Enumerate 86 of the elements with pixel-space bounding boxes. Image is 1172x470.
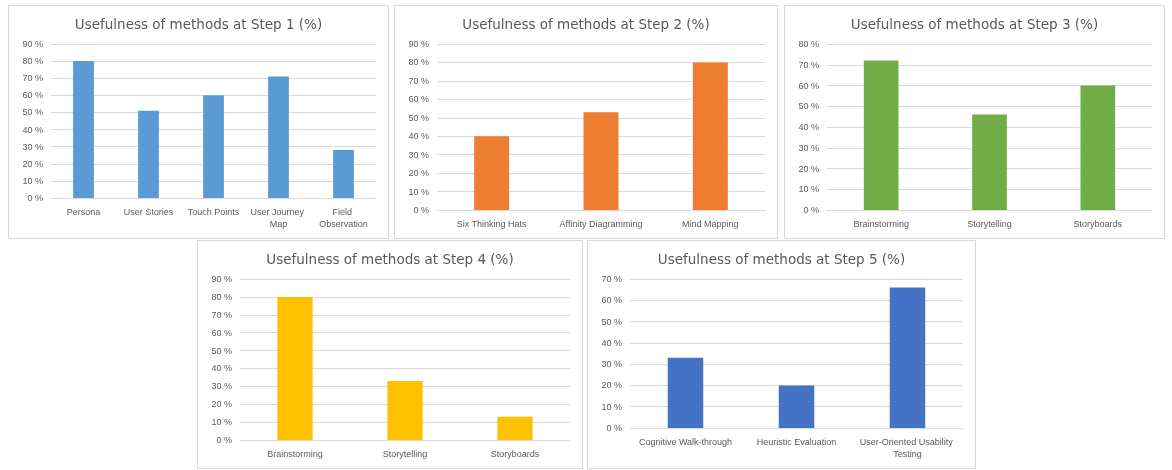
x-tick-label: Cognitive Walk-through [638, 437, 733, 447]
y-tick-label: 70 % [211, 309, 232, 320]
bar [1080, 85, 1116, 210]
chart-title: Usefulness of methods at Step 1 (%) [74, 16, 323, 32]
chart-title: Usefulness of methods at Step 4 (%) [266, 251, 514, 267]
x-tick-label: Field Observation [319, 207, 368, 229]
y-tick-label: 0 % [803, 205, 819, 215]
bar [778, 385, 815, 428]
bar [889, 287, 926, 428]
bar [497, 416, 533, 440]
y-tick-label: 40 % [211, 363, 232, 374]
y-tick-label: 10 % [798, 184, 819, 195]
x-tick-label: Storyboards [1073, 219, 1123, 229]
y-tick-label: 20 % [408, 168, 429, 179]
x-tick-label: Heuristic Evaluation [756, 437, 837, 447]
x-tick-label: User Stories [123, 207, 174, 217]
x-tick-label: Storyboards [490, 449, 540, 459]
bar [692, 62, 728, 210]
y-tick-label: 50 % [22, 107, 43, 118]
bar [583, 112, 619, 210]
chart-title: Usefulness of methods at Step 3 (%) [850, 16, 1099, 32]
x-tick-label: Touch Points [187, 207, 240, 217]
bar [387, 380, 423, 440]
y-tick-label: 50 % [798, 101, 819, 112]
x-tick-label: Storytelling [967, 219, 1012, 229]
y-tick-label: 30 % [22, 141, 43, 152]
x-tick-label: Six Thinking Hats [456, 219, 528, 229]
y-tick-label: 90 % [408, 39, 429, 49]
y-tick-label: 0 % [27, 193, 43, 203]
y-tick-label: 20 % [22, 158, 43, 169]
bar [138, 110, 159, 198]
y-tick-label: 60 % [798, 80, 819, 91]
y-tick-label: 60 % [211, 327, 232, 338]
bar [667, 357, 704, 428]
y-tick-label: 0 % [413, 205, 429, 215]
bar [268, 76, 289, 198]
y-tick-label: 10 % [211, 417, 232, 428]
y-tick-label: 50 % [408, 112, 429, 123]
y-tick-label: 40 % [408, 131, 429, 142]
y-tick-label: 70 % [798, 59, 819, 70]
y-tick-label: 10 % [601, 401, 622, 412]
bar [277, 296, 313, 440]
x-tick-label: Brainstorming [853, 219, 909, 229]
x-tick-label: Brainstorming [267, 449, 323, 459]
y-tick-label: 80 % [408, 57, 429, 68]
y-tick-label: 70 % [601, 274, 622, 284]
x-tick-label: User Journey Map [250, 207, 307, 229]
y-tick-label: 90 % [22, 39, 43, 49]
y-tick-label: 30 % [798, 142, 819, 153]
y-tick-label: 30 % [211, 381, 232, 392]
x-tick-label: Persona [66, 207, 101, 217]
y-tick-label: 80 % [798, 39, 819, 49]
y-tick-label: 80 % [211, 291, 232, 302]
y-tick-label: 30 % [408, 149, 429, 160]
bar [333, 150, 354, 198]
y-tick-label: 0 % [606, 423, 622, 433]
y-tick-label: 40 % [798, 122, 819, 132]
y-tick-label: 70 % [22, 73, 43, 84]
y-tick-label: 50 % [601, 316, 622, 327]
y-tick-label: 60 % [601, 295, 622, 306]
x-tick-label: User-Oriented Usability Testing [859, 437, 956, 459]
y-tick-label: 70 % [408, 75, 429, 86]
chart-title: Usefulness of methods at Step 2 (%) [462, 16, 710, 32]
x-tick-label: Storytelling [382, 449, 428, 459]
y-tick-label: 10 % [408, 186, 429, 197]
y-tick-label: 50 % [211, 345, 232, 356]
x-tick-label: Affinity Diagramming [559, 219, 643, 229]
bar [972, 114, 1007, 210]
y-tick-label: 40 % [601, 337, 622, 348]
y-tick-label: 0 % [216, 435, 232, 445]
bar [73, 61, 94, 198]
x-tick-label: Mind Mapping [682, 219, 739, 229]
y-tick-label: 20 % [211, 399, 232, 410]
y-tick-label: 80 % [22, 56, 43, 67]
y-tick-label: 40 % [22, 124, 43, 135]
bar [203, 95, 224, 198]
bar [474, 136, 510, 210]
bar [863, 60, 899, 210]
y-tick-label: 60 % [22, 90, 43, 101]
y-tick-label: 90 % [211, 274, 232, 284]
y-tick-label: 30 % [601, 359, 622, 370]
y-tick-label: 10 % [22, 175, 43, 186]
y-tick-label: 60 % [408, 94, 429, 105]
y-tick-label: 20 % [601, 380, 622, 391]
y-tick-label: 20 % [798, 163, 819, 174]
chart-title: Usefulness of methods at Step 5 (%) [657, 251, 906, 267]
